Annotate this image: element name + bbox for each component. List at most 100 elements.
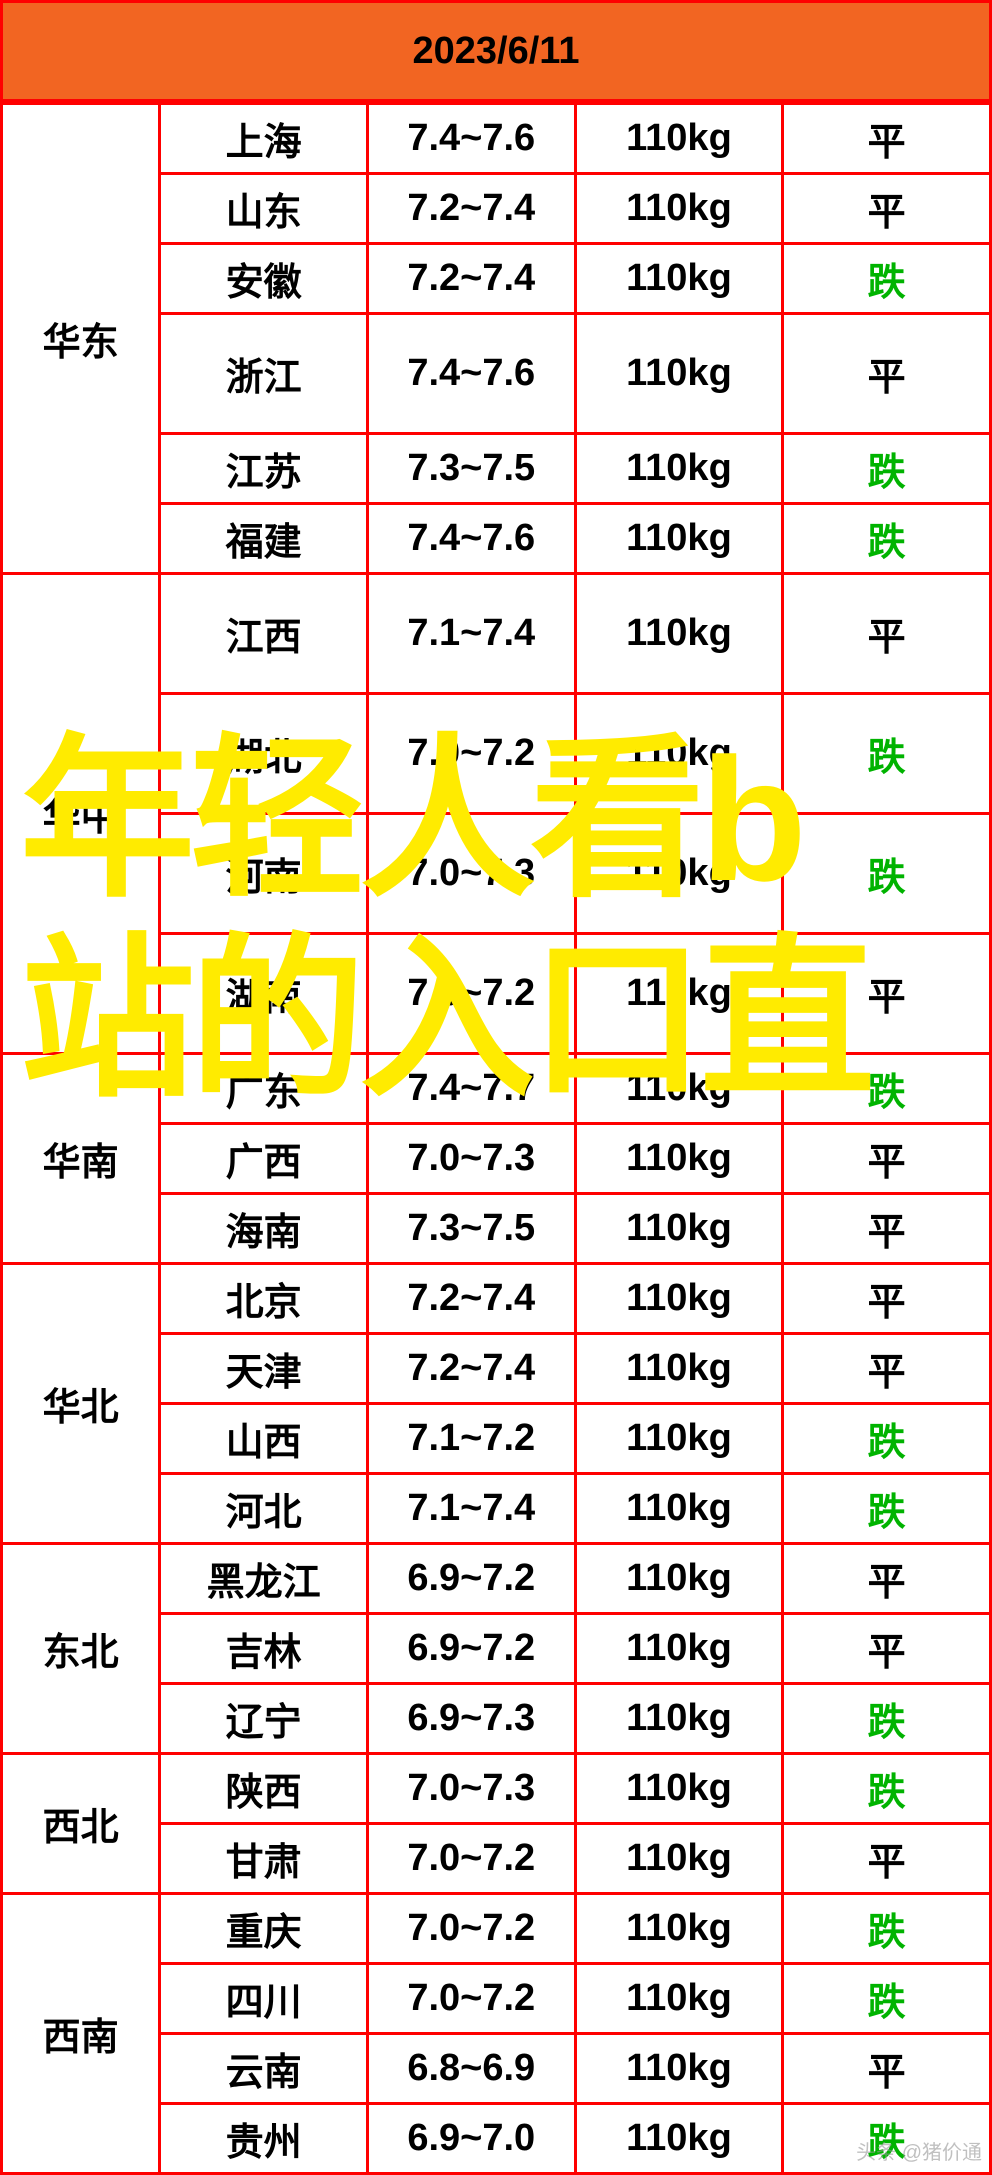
province-cell: 甘肃 bbox=[160, 1824, 368, 1894]
weight-cell: 110kg bbox=[575, 1544, 783, 1614]
weight-cell: 110kg bbox=[575, 2034, 783, 2104]
table-row: 华东上海7.4~7.6110kg平 bbox=[2, 104, 991, 174]
weight-cell: 110kg bbox=[575, 1964, 783, 2034]
weight-cell: 110kg bbox=[575, 1474, 783, 1544]
weight-cell: 110kg bbox=[575, 574, 783, 694]
region-cell: 华中 bbox=[2, 574, 160, 1054]
trend-cell: 平 bbox=[783, 104, 991, 174]
province-cell: 江苏 bbox=[160, 434, 368, 504]
province-cell: 福建 bbox=[160, 504, 368, 574]
weight-cell: 110kg bbox=[575, 1124, 783, 1194]
table-row: 东北黑龙江6.9~7.2110kg平 bbox=[2, 1544, 991, 1614]
trend-cell: 跌 bbox=[783, 1754, 991, 1824]
weight-cell: 110kg bbox=[575, 244, 783, 314]
date-header: 2023/6/11 bbox=[0, 0, 992, 102]
weight-cell: 110kg bbox=[575, 1404, 783, 1474]
trend-cell: 平 bbox=[783, 1264, 991, 1334]
price-cell: 7.1~7.4 bbox=[367, 574, 575, 694]
price-table: 华东上海7.4~7.6110kg平山东7.2~7.4110kg平安徽7.2~7.… bbox=[0, 102, 992, 2175]
price-cell: 7.0~7.2 bbox=[367, 1964, 575, 2034]
province-cell: 上海 bbox=[160, 104, 368, 174]
price-cell: 6.9~7.2 bbox=[367, 1544, 575, 1614]
weight-cell: 110kg bbox=[575, 1894, 783, 1964]
trend-cell: 平 bbox=[783, 1334, 991, 1404]
table-row: 华中江西7.1~7.4110kg平 bbox=[2, 574, 991, 694]
province-cell: 四川 bbox=[160, 1964, 368, 2034]
trend-cell: 平 bbox=[783, 174, 991, 244]
province-cell: 山东 bbox=[160, 174, 368, 244]
trend-cell: 跌 bbox=[783, 814, 991, 934]
price-cell: 6.9~7.3 bbox=[367, 1684, 575, 1754]
weight-cell: 110kg bbox=[575, 1614, 783, 1684]
trend-cell: 跌 bbox=[783, 244, 991, 314]
price-cell: 7.2~7.4 bbox=[367, 1334, 575, 1404]
weight-cell: 110kg bbox=[575, 1824, 783, 1894]
price-cell: 7.0~7.2 bbox=[367, 694, 575, 814]
weight-cell: 110kg bbox=[575, 434, 783, 504]
price-cell: 7.1~7.2 bbox=[367, 1404, 575, 1474]
weight-cell: 110kg bbox=[575, 1684, 783, 1754]
province-cell: 重庆 bbox=[160, 1894, 368, 1964]
province-cell: 陕西 bbox=[160, 1754, 368, 1824]
trend-cell: 跌 bbox=[783, 1474, 991, 1544]
trend-cell: 跌 bbox=[783, 1894, 991, 1964]
trend-cell: 跌 bbox=[783, 504, 991, 574]
trend-cell: 平 bbox=[783, 574, 991, 694]
price-cell: 7.4~7.6 bbox=[367, 314, 575, 434]
trend-cell: 跌 bbox=[783, 1054, 991, 1124]
price-cell: 7.3~7.5 bbox=[367, 434, 575, 504]
weight-cell: 110kg bbox=[575, 104, 783, 174]
region-cell: 华东 bbox=[2, 104, 160, 574]
province-cell: 河北 bbox=[160, 1474, 368, 1544]
province-cell: 河南 bbox=[160, 814, 368, 934]
weight-cell: 110kg bbox=[575, 1264, 783, 1334]
province-cell: 湖北 bbox=[160, 694, 368, 814]
price-cell: 6.9~7.0 bbox=[367, 2104, 575, 2174]
trend-cell: 平 bbox=[783, 1614, 991, 1684]
weight-cell: 110kg bbox=[575, 814, 783, 934]
table-row: 华南广东7.4~7.7110kg跌 bbox=[2, 1054, 991, 1124]
province-cell: 北京 bbox=[160, 1264, 368, 1334]
region-cell: 西南 bbox=[2, 1894, 160, 2174]
weight-cell: 110kg bbox=[575, 504, 783, 574]
trend-cell: 平 bbox=[783, 934, 991, 1054]
province-cell: 天津 bbox=[160, 1334, 368, 1404]
weight-cell: 110kg bbox=[575, 1054, 783, 1124]
trend-cell: 平 bbox=[783, 1124, 991, 1194]
province-cell: 湖南 bbox=[160, 934, 368, 1054]
table-row: 西北陕西7.0~7.3110kg跌 bbox=[2, 1754, 991, 1824]
trend-cell: 跌 bbox=[783, 1964, 991, 2034]
price-cell: 7.0~7.3 bbox=[367, 1754, 575, 1824]
price-cell: 7.4~7.6 bbox=[367, 104, 575, 174]
trend-cell: 跌 bbox=[783, 694, 991, 814]
trend-cell: 平 bbox=[783, 1824, 991, 1894]
province-cell: 浙江 bbox=[160, 314, 368, 434]
weight-cell: 110kg bbox=[575, 694, 783, 814]
weight-cell: 110kg bbox=[575, 1754, 783, 1824]
trend-cell: 跌 bbox=[783, 1404, 991, 1474]
region-cell: 东北 bbox=[2, 1544, 160, 1754]
province-cell: 江西 bbox=[160, 574, 368, 694]
region-cell: 华南 bbox=[2, 1054, 160, 1264]
province-cell: 辽宁 bbox=[160, 1684, 368, 1754]
province-cell: 广西 bbox=[160, 1124, 368, 1194]
price-cell: 7.0~7.3 bbox=[367, 1124, 575, 1194]
province-cell: 海南 bbox=[160, 1194, 368, 1264]
weight-cell: 110kg bbox=[575, 1194, 783, 1264]
weight-cell: 110kg bbox=[575, 934, 783, 1054]
region-cell: 华北 bbox=[2, 1264, 160, 1544]
price-cell: 7.3~7.5 bbox=[367, 1194, 575, 1264]
weight-cell: 110kg bbox=[575, 314, 783, 434]
weight-cell: 110kg bbox=[575, 1334, 783, 1404]
price-cell: 7.4~7.7 bbox=[367, 1054, 575, 1124]
price-cell: 7.0~7.2 bbox=[367, 1894, 575, 1964]
price-cell: 7.2~7.4 bbox=[367, 174, 575, 244]
province-cell: 黑龙江 bbox=[160, 1544, 368, 1614]
region-cell: 西北 bbox=[2, 1754, 160, 1894]
watermark: 头条 @猪价通 bbox=[856, 2136, 982, 2165]
province-cell: 安徽 bbox=[160, 244, 368, 314]
trend-cell: 平 bbox=[783, 1544, 991, 1614]
trend-cell: 平 bbox=[783, 2034, 991, 2104]
price-cell: 7.2~7.4 bbox=[367, 1264, 575, 1334]
weight-cell: 110kg bbox=[575, 174, 783, 244]
